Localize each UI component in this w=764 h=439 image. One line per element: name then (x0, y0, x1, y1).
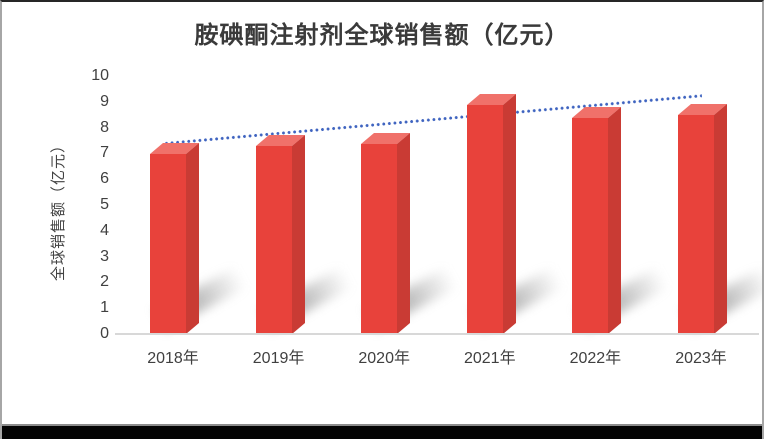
y-tick-label: 4 (100, 221, 109, 239)
bar-front-face (466, 105, 503, 334)
x-axis-label: 2020年 (358, 350, 410, 367)
window-bottom-bar (2, 424, 762, 439)
bar-side-face (502, 94, 516, 334)
bar-side-face (714, 104, 727, 334)
x-axis-label: 2018年 (147, 350, 199, 367)
x-axis-label: 2019年 (252, 350, 305, 367)
y-tick-label: 3 (100, 247, 109, 265)
y-tick-label: 9 (100, 92, 109, 110)
y-tick-label: 8 (100, 118, 109, 136)
bar-side-face (397, 132, 411, 334)
y-tick-label: 5 (100, 196, 109, 213)
y-tick-label: 10 (91, 67, 109, 84)
bar-front-face (150, 154, 186, 334)
y-tick-label: 1 (100, 299, 109, 317)
bar-side-face (608, 106, 622, 334)
chart-title: 胺碘酮注射剂全球销售额（亿元） (194, 22, 570, 49)
x-axis-label: 2021年 (463, 350, 516, 367)
y-tick-label: 2 (100, 273, 109, 291)
y-tick-label: 0 (100, 325, 109, 342)
x-axis-line (115, 333, 759, 335)
x-axis-label: 2022年 (569, 350, 622, 367)
bar-front-face (361, 143, 398, 334)
bar-front-face (678, 115, 714, 334)
x-axis-label: 2023年 (675, 350, 727, 367)
trendline (164, 93, 703, 145)
bar-side-face (291, 135, 305, 334)
bar-front-face (255, 146, 292, 334)
y-tick-label: 7 (100, 144, 109, 162)
bar-front-face (572, 117, 609, 334)
bar-side-face (186, 143, 199, 334)
y-tick-label: 6 (100, 170, 109, 188)
